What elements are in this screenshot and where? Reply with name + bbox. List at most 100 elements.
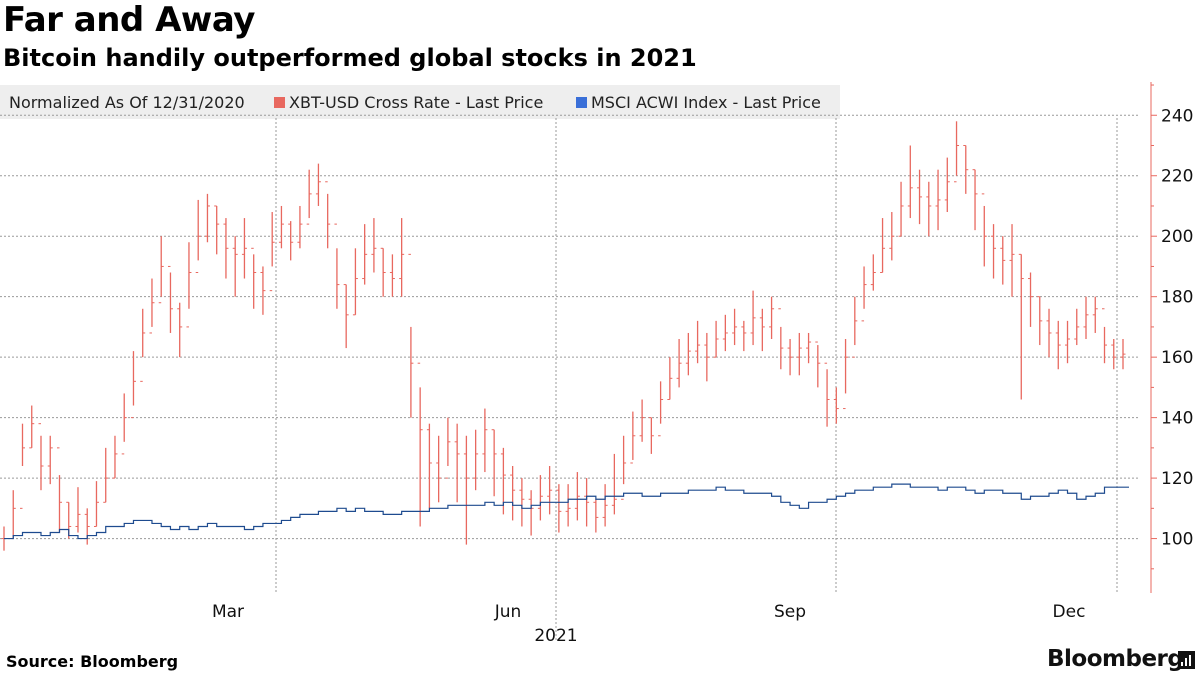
xbt-bar: [824, 362, 830, 427]
xbt-bar: [223, 218, 229, 279]
xbt-bar: [130, 351, 136, 419]
xbt-bar: [10, 490, 16, 540]
xbt-bar: [380, 247, 386, 297]
xbt-bar: [343, 284, 349, 349]
y-tick-label-220: 220: [1161, 167, 1193, 187]
xbt-bar: [602, 484, 608, 527]
x-tick-label-mar: Mar: [212, 602, 244, 622]
xbt-bar: [1102, 308, 1108, 364]
y-tick-label-140: 140: [1161, 409, 1193, 429]
xbt-bar: [1083, 296, 1089, 340]
xbt-bar: [704, 332, 710, 382]
xbt-bar: [1018, 253, 1024, 400]
xbt-bar: [713, 320, 719, 358]
xbt-bar: [1055, 320, 1061, 370]
xbt-bar: [584, 478, 590, 527]
xbt-bar: [47, 435, 53, 485]
xbt-bar: [1074, 308, 1080, 346]
xbt-bar: [93, 481, 99, 527]
xbt-bar: [695, 320, 701, 364]
y-tick-label-200: 200: [1161, 227, 1193, 247]
legend-swatch-xbt: [274, 97, 285, 108]
xbt-series: [1, 121, 1126, 551]
xbt-bar: [621, 435, 627, 500]
xbt-bar: [722, 314, 728, 352]
y-tick-label-240: 240: [1161, 106, 1193, 126]
xbt-bar: [325, 181, 331, 249]
y-axis: 100 120 140 160 180 200 220 240: [1150, 82, 1193, 593]
xbt-bar: [1000, 236, 1006, 285]
xbt-bar: [574, 472, 580, 521]
xbt-bar: [565, 484, 571, 527]
xbt-bar: [537, 475, 543, 521]
xbt-bar: [251, 247, 257, 309]
xbt-bar: [177, 302, 183, 358]
xbt-bar: [399, 218, 405, 297]
xbt-bar: [593, 499, 599, 533]
xbt-bar: [907, 145, 913, 219]
xbt-bar: [750, 290, 756, 346]
xbt-bar: [112, 435, 118, 479]
xbt-bar: [75, 487, 81, 533]
xbt-bar: [315, 163, 321, 206]
xbt-bar: [121, 393, 127, 455]
xbt-bar: [84, 508, 90, 545]
legend: Normalized As Of 12/31/2020 XBT-USD Cros…: [0, 85, 840, 119]
msci-line: [4, 483, 1129, 540]
xbt-bar: [204, 193, 210, 243]
x-tick-label-jun: Jun: [494, 602, 522, 622]
xbt-bar: [232, 236, 238, 297]
x-tick-label-sep: Sep: [774, 602, 806, 622]
xbt-bar: [778, 308, 784, 370]
y-tick-label-160: 160: [1161, 348, 1193, 368]
xbt-bar: [732, 308, 738, 346]
xbt-bar: [611, 453, 617, 515]
xbt-bar: [56, 447, 62, 533]
xbt-bar: [426, 423, 432, 509]
bloomberg-logo: Bloomberg: [1047, 646, 1184, 672]
xbt-bar: [260, 266, 266, 315]
xbt-bar: [510, 466, 516, 521]
xbt-bar: [926, 181, 932, 237]
xbt-bar: [852, 296, 858, 358]
xbt-bar: [491, 429, 497, 497]
x-axis-label: 2021: [534, 626, 577, 646]
y-tick-label-120: 120: [1161, 469, 1193, 489]
xbt-bar: [195, 199, 201, 273]
legend-swatch-msci: [576, 97, 587, 108]
xbt-bar: [306, 169, 312, 225]
xbt-bar: [861, 266, 867, 322]
xbt-bar: [676, 339, 682, 388]
xbt-bar: [556, 484, 562, 533]
xbt-bar: [870, 254, 876, 291]
xbt-bar: [796, 332, 802, 376]
xbt-bar: [991, 224, 997, 279]
xbt-bar: [482, 408, 488, 473]
xbt-bar: [917, 169, 923, 225]
bloomberg-mark-icon: [1178, 651, 1195, 669]
xbt-bar: [463, 435, 469, 545]
legend-label-msci: MSCI ACWI Index - Last Price: [591, 93, 821, 112]
xbt-bar: [685, 332, 691, 376]
xbt-bar: [454, 423, 460, 503]
xbt-bar: [1046, 308, 1052, 358]
xbt-bar: [898, 181, 904, 237]
xbt-bar: [278, 205, 284, 249]
xbt-bar: [186, 242, 192, 328]
xbt-bar: [769, 296, 775, 340]
xbt-bar: [269, 212, 275, 292]
msci-series: [4, 483, 1129, 540]
xbt-bar: [1092, 296, 1098, 333]
legend-note: Normalized As Of 12/31/2020: [9, 93, 245, 112]
xbt-bar: [981, 193, 987, 267]
xbt-bar: [214, 205, 220, 255]
xbt-bar: [741, 320, 747, 352]
xbt-bar: [241, 218, 247, 279]
xbt-bar: [944, 157, 950, 213]
xbt-bar: [352, 248, 358, 316]
xbt-bar: [759, 308, 765, 352]
source-note: Source: Bloomberg: [6, 652, 179, 671]
xbt-bar: [787, 339, 793, 376]
xbt-bar: [288, 221, 294, 261]
xbt-bar: [639, 399, 645, 442]
